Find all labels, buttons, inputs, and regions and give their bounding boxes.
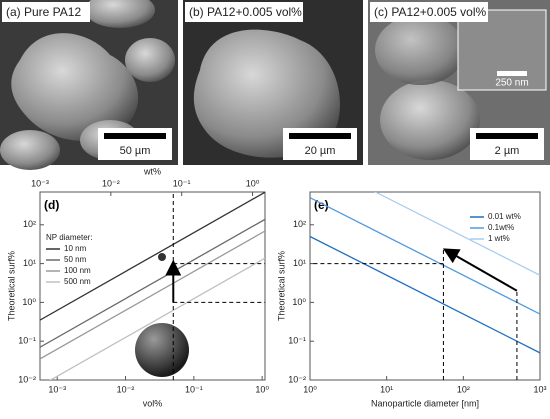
x-tick-label: 10² [457,384,470,394]
y-axis-label: Theoretical surf% [6,251,16,321]
scale-label: 50 µm [120,145,151,157]
particle-dot [158,253,166,261]
label-box [185,2,303,22]
legend-label: 1 wt% [488,234,510,243]
y-tick-label: 10² [293,219,306,229]
x-tick-label: 10³ [533,384,546,394]
label-box [2,2,90,22]
plot-area [310,192,540,380]
y-tick-label: 10⁻² [18,374,36,384]
sem-images [0,0,550,170]
legend-label: 0.1wt% [488,223,514,232]
inset-scale-label: 250 nm [495,78,528,89]
scale-bar [104,133,166,139]
series-line [40,218,265,348]
x2-tick-label: 10⁻¹ [173,178,191,188]
inset-scale-bar [497,71,527,76]
y-tick-label: 10⁰ [22,297,36,307]
x-tick-label: 10⁻¹ [185,384,203,394]
arrow [442,248,518,292]
inset [457,9,547,91]
x2-tick-label: 10⁻³ [31,178,49,188]
y-tick-label: 10⁻¹ [288,336,306,346]
scale-label: 2 µm [495,145,520,157]
x2-tick-label: 10⁻² [102,178,120,188]
series-line [40,230,265,360]
y-tick-label: 10⁰ [292,297,306,307]
scale-label: 20 µm [305,145,336,157]
x-tick-label: 10⁰ [303,384,317,394]
panel-label: (c) PA12+0.005 vol% [374,5,487,19]
y-tick-label: 10⁻¹ [18,336,36,346]
series-line [40,192,265,321]
legend-label: 0.01 wt% [488,212,521,221]
particle-sphere [135,323,189,377]
x2-axis-label: wt% [143,166,161,176]
plot-frame [39,191,266,381]
scale-bar [476,133,538,139]
x-tick-label: 10⁻² [117,384,135,394]
y-axis-label: Theoretical surf% [276,251,286,321]
series-line [374,192,540,276]
legend-label: 10 nm [64,244,87,253]
series-line [310,197,540,315]
legend-title: NP diameter: [46,233,93,242]
x-tick-label: 10⁻³ [48,384,66,394]
y-tick-label: 10¹ [293,258,306,268]
panel-label: (a) Pure PA12 [6,5,81,19]
series-line [49,257,265,380]
legend-label: 500 nm [64,277,91,286]
plot-decor [135,253,189,377]
y-tick-label: 10² [23,219,36,229]
x-axis-label: vol% [143,398,163,408]
x-axis-label: Nanoparticle diameter [nm] [371,398,479,408]
panel-label: (b) PA12+0.005 vol% [189,5,302,19]
series-line [310,235,540,354]
panel-label: (d) [44,198,59,212]
label-box [370,2,488,22]
x-tick-label: 10⁰ [255,384,269,394]
legend-label: 50 nm [64,255,87,264]
x-tick-label: 10¹ [380,384,393,394]
y-tick-label: 10⁻² [288,374,306,384]
y-tick-label: 10¹ [23,258,36,268]
legend-label: 100 nm [64,266,91,275]
plot-frame [309,191,541,381]
x2-tick-label: 10⁰ [246,178,260,188]
scale-bar [289,133,351,139]
